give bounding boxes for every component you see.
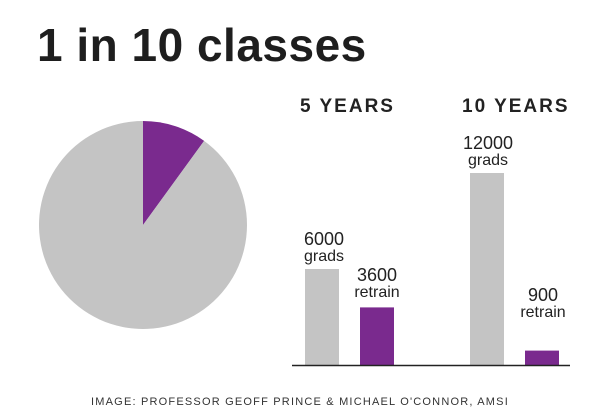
bar-0 xyxy=(305,269,339,365)
bar-label-5y-grads: 6000 grads xyxy=(294,230,354,266)
pie-slice-1 xyxy=(38,121,247,329)
bar-value-label: 12000 xyxy=(462,133,514,153)
bar-3 xyxy=(525,350,559,365)
bar-unit-label: grads xyxy=(467,151,509,169)
group-title-10-years: 10 YEARS xyxy=(462,96,570,117)
bar-value-label: 900 xyxy=(527,285,559,305)
bar-value-label: 6000 xyxy=(303,229,345,249)
bar-label-10y-retrain: 900 retrain xyxy=(513,286,573,322)
image-credit: IMAGE: PROFESSOR GEOFF PRINCE & MICHAEL … xyxy=(91,396,509,408)
bar-unit-label: retrain xyxy=(520,303,566,321)
bar-1 xyxy=(360,307,394,365)
chart-title: 1 in 10 classes xyxy=(37,19,367,71)
pie-chart xyxy=(38,121,247,329)
pie-slice-0 xyxy=(143,121,205,225)
group-title-5-years: 5 YEARS xyxy=(300,96,395,117)
bar-label-5y-retrain: 3600 retrain xyxy=(347,266,407,302)
bar-2 xyxy=(470,173,504,365)
bar-value-label: 3600 xyxy=(356,265,398,285)
bar-unit-label: retrain xyxy=(354,283,400,301)
bar-unit-label: grads xyxy=(303,247,345,265)
bar-label-10y-grads: 12000 grads xyxy=(458,134,518,170)
